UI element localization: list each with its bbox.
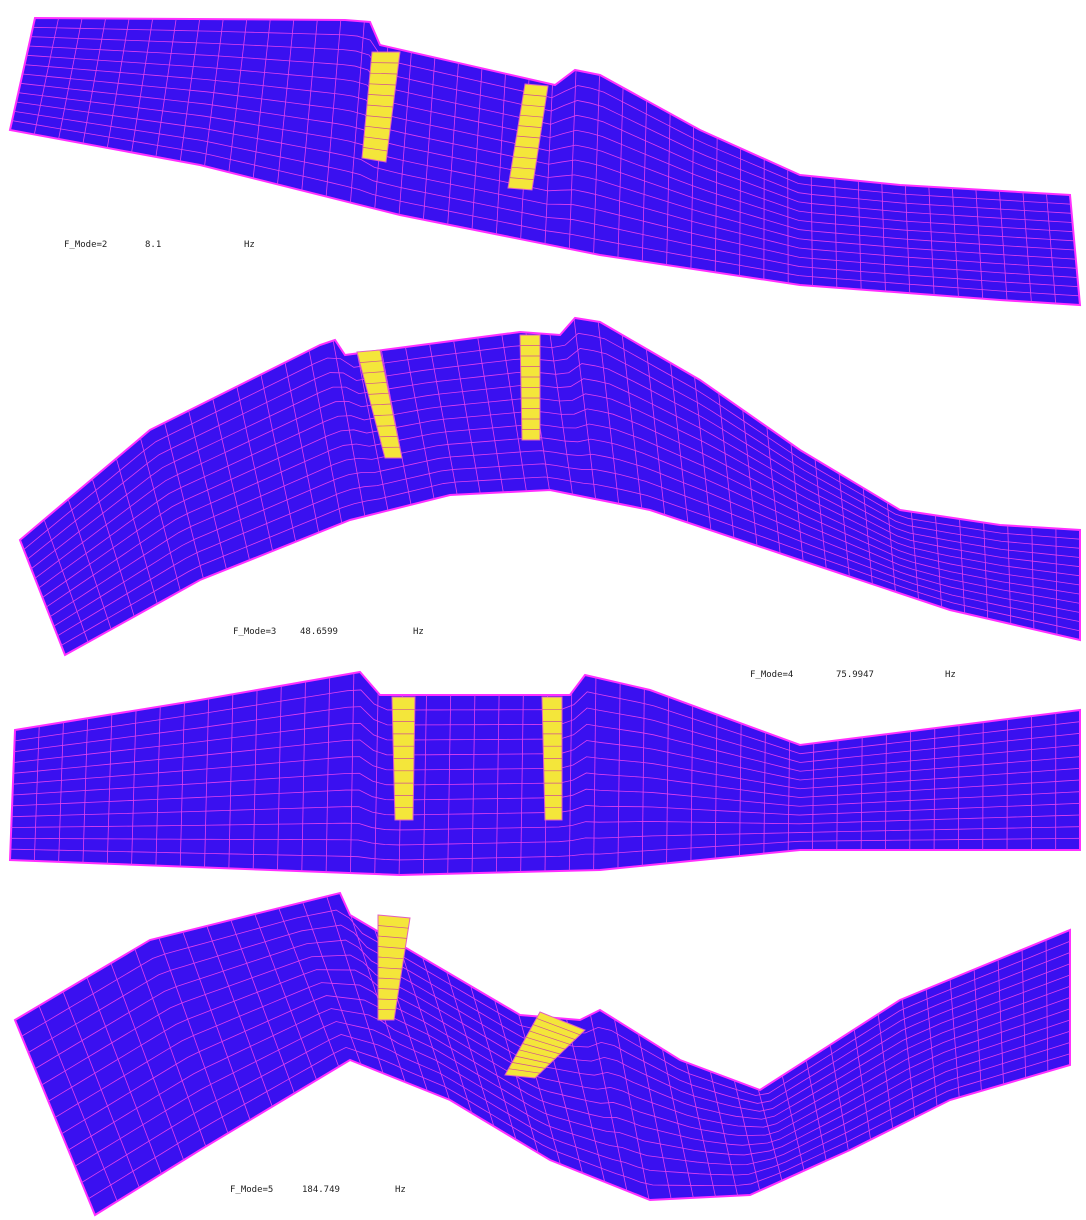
mode-name: F_Mode=4 — [750, 670, 793, 680]
mode-frequency: 8.1 — [145, 240, 161, 250]
mesh — [20, 318, 1080, 655]
mode-label: F_Mode=2 8.1 Hz — [64, 240, 255, 250]
mode-unit: Hz — [945, 670, 956, 680]
mesh-line — [958, 725, 959, 850]
mesh — [10, 18, 1080, 305]
mode-unit: Hz — [244, 240, 255, 250]
mesh-body — [10, 18, 1080, 305]
mode-unit: Hz — [413, 627, 424, 637]
mode-frequency: 48.6599 — [300, 627, 338, 637]
mode-unit: Hz — [395, 1185, 406, 1195]
mesh-body — [20, 318, 1080, 655]
mode-name: F_Mode=5 — [230, 1185, 273, 1195]
mode-label: F_Mode=4 75.9947 Hz — [750, 670, 956, 680]
mode-frequency: 75.9947 — [836, 670, 874, 680]
mode-frequency: 184.749 — [302, 1185, 340, 1195]
mode-shapes-view: F_Mode=2 8.1 Hz F_Mode=3 48.6599 Hz F_Mo… — [0, 0, 1086, 1220]
mode-name: F_Mode=2 — [64, 240, 107, 250]
mode-label: F_Mode=5 184.749 Hz — [230, 1185, 406, 1195]
mode-label: F_Mode=3 48.6599 Hz — [233, 627, 424, 637]
mode-name: F_Mode=3 — [233, 627, 276, 637]
